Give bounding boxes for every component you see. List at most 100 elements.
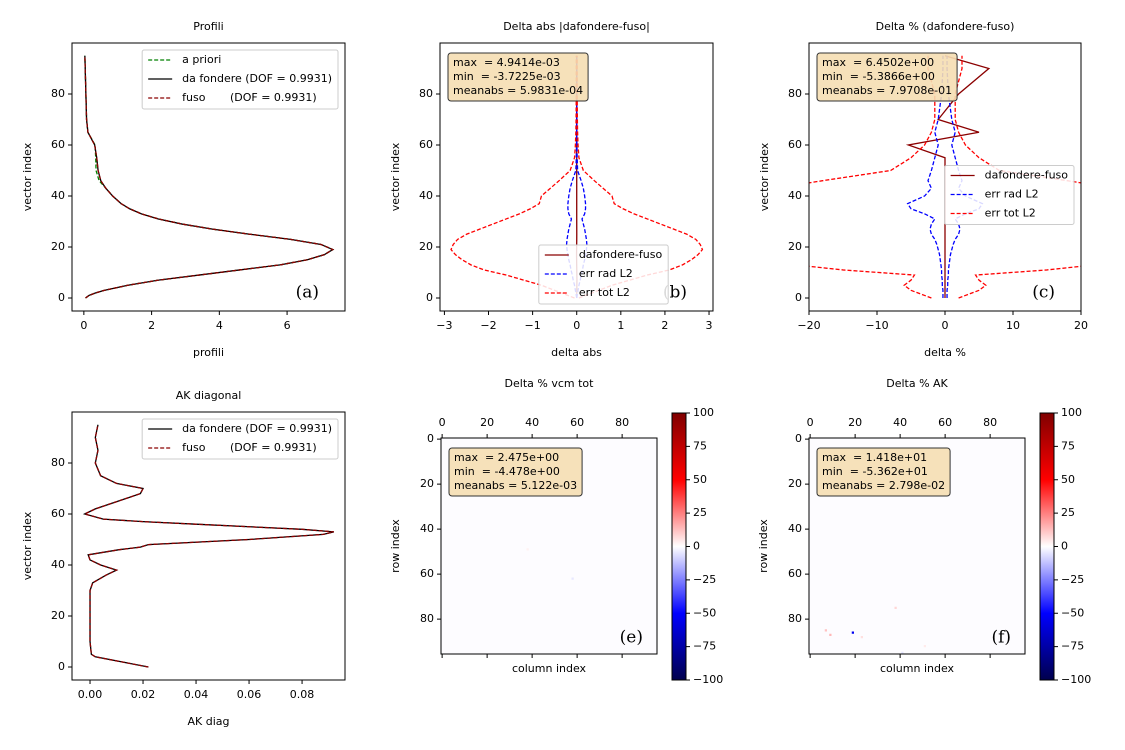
legend-label: err tot L2 [579, 286, 630, 299]
y-tick-label: 80 [51, 87, 65, 100]
axes-frame [71, 42, 346, 312]
stats-line: min = -4.478e+00 [454, 465, 560, 478]
stats-line: max = 4.9414e-03 [453, 56, 560, 69]
x-tick-label: 20 [480, 416, 494, 429]
legend: da fondere (DOF = 0.9931) fuso (DOF = 0.9… [141, 418, 339, 460]
panel-label: (b) [663, 283, 687, 303]
chart-title: Delta % vcm tot [505, 377, 595, 390]
x-tick-label: 3 [706, 319, 713, 332]
stats-line: max = 6.4502e+00 [822, 56, 934, 69]
legend-frame [141, 49, 339, 110]
x-tick-label: 0.00 [78, 688, 103, 701]
y-tick-label: 20 [419, 240, 433, 253]
x-tick-label: 0 [439, 416, 446, 429]
y-tick-label: 60 [51, 138, 65, 151]
colorbar [671, 412, 687, 681]
legend-label: fuso (DOF = 0.9931) [182, 441, 317, 454]
colorbar-tick-label: 75 [693, 439, 707, 452]
x-tick-label: 40 [525, 416, 539, 429]
series-line [954, 55, 1081, 299]
legend-label: err rad L2 [579, 267, 633, 280]
chart-title: Delta abs |dafondere-fuso| [503, 20, 650, 33]
y-tick-label: 40 [51, 189, 65, 202]
x-tick-label: 60 [570, 416, 584, 429]
series-line [450, 55, 577, 299]
x-tick-label: −10 [865, 319, 888, 332]
stats-line: min = -5.362e+01 [822, 465, 928, 478]
y-tick-label: 0 [426, 291, 433, 304]
legend-frame [538, 244, 669, 305]
y-tick-label: 80 [788, 87, 802, 100]
y-axis-label: vector index [21, 142, 34, 211]
x-tick-label: 40 [893, 416, 907, 429]
x-axis-label: profili [193, 346, 224, 359]
legend-label: a priori [182, 53, 221, 66]
axes-frame [440, 437, 658, 655]
y-tick-label: 80 [51, 456, 65, 469]
x-tick-label: −2 [480, 319, 496, 332]
x-tick-label: 20 [848, 416, 862, 429]
x-axis-label: column index [512, 662, 587, 675]
y-tick-label: 0 [58, 660, 65, 673]
x-axis-label: delta % [924, 346, 966, 359]
heatmap-cell [901, 651, 904, 654]
series-line [84, 55, 335, 299]
x-tick-label: 60 [938, 416, 952, 429]
y-tick-label: 20 [420, 477, 434, 490]
y-axis-label: row index [757, 519, 770, 573]
x-tick-label: 2 [148, 319, 155, 332]
colorbar-tick-label: 100 [693, 406, 714, 419]
axes-frame [71, 411, 346, 681]
x-tick-label: 0.04 [184, 688, 209, 701]
y-tick-label: 0 [58, 291, 65, 304]
chart-title: Delta % AK [886, 377, 948, 390]
stats-line: min = -5.3866e+00 [822, 70, 935, 83]
stats-frame [816, 52, 958, 102]
colorbar-tick-label: −25 [693, 573, 716, 586]
y-tick-label: 80 [788, 612, 802, 625]
stats-frame [448, 447, 583, 497]
x-tick-label: 4 [216, 319, 223, 332]
axes-frame [808, 42, 1082, 312]
colorbar-tick-label: −50 [1061, 606, 1084, 619]
y-tick-label: 80 [419, 87, 433, 100]
y-tick-label: 40 [788, 189, 802, 202]
legend-frame [141, 418, 339, 460]
y-tick-label: 20 [51, 609, 65, 622]
legend-label: da fondere (DOF = 0.9931) [182, 422, 332, 435]
x-tick-label: 0.08 [290, 688, 315, 701]
y-tick-label: 40 [420, 522, 434, 535]
x-tick-label: 0 [573, 319, 580, 332]
legend-label: da fondere (DOF = 0.9931) [182, 72, 332, 85]
stats-line: meanabs = 5.122e-03 [454, 479, 577, 492]
panel-label: (e) [620, 628, 643, 648]
legend-frame [944, 165, 1075, 225]
stats-frame [816, 447, 951, 497]
x-tick-label: 80 [615, 416, 629, 429]
x-tick-label: 0 [807, 416, 814, 429]
y-tick-label: 0 [427, 432, 434, 445]
legend-label: dafondere-fuso [579, 248, 663, 261]
series-line [82, 424, 335, 668]
y-axis-label: row index [389, 519, 402, 573]
colorbar-tick-label: −100 [1061, 673, 1091, 686]
y-tick-label: 60 [788, 567, 802, 580]
y-axis-label: vector index [389, 142, 402, 211]
y-tick-label: 60 [420, 567, 434, 580]
stats-line: max = 1.418e+01 [822, 451, 927, 464]
chart-title: Profili [193, 20, 224, 33]
colorbar-tick-label: 75 [1061, 439, 1075, 452]
x-tick-label: 10 [1006, 319, 1020, 332]
series-line [809, 55, 936, 299]
y-tick-label: 80 [420, 612, 434, 625]
legend-label: err rad L2 [985, 188, 1039, 201]
chart-title: Delta % (dafondere-fuso) [876, 20, 1015, 33]
y-tick-label: 40 [51, 558, 65, 571]
colorbar-tick-label: 25 [1061, 506, 1075, 519]
x-tick-label: −3 [436, 319, 452, 332]
colorbar-tick-label: −75 [693, 640, 716, 653]
legend: dafondere-fuso err rad L2 err tot L2 [944, 165, 1075, 225]
